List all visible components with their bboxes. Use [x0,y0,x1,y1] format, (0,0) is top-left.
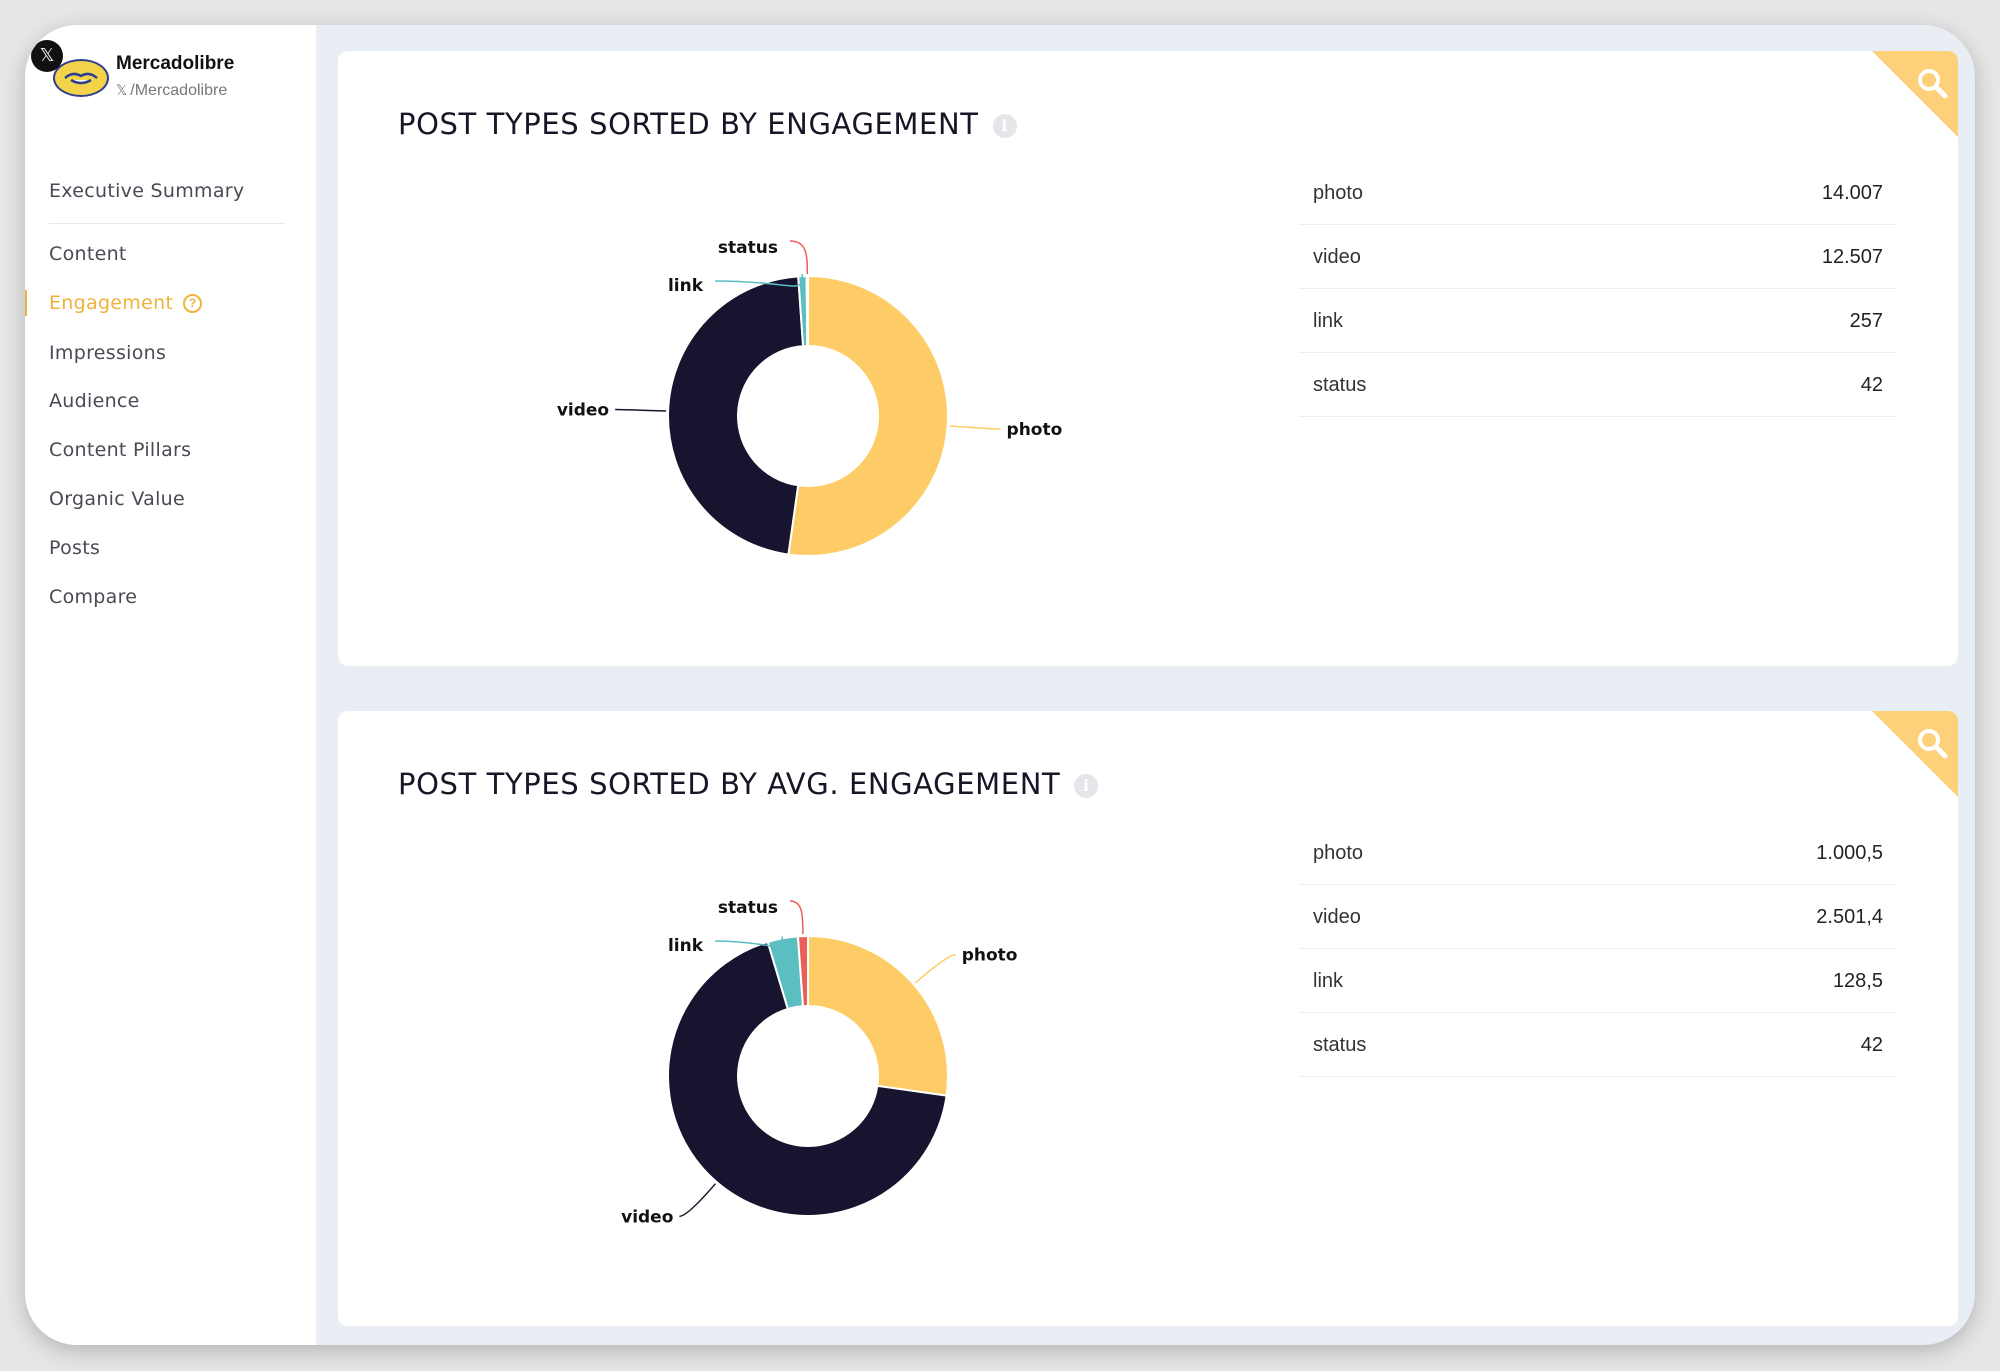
nav-item-posts[interactable]: Posts [49,537,101,559]
label-photo: photo [1007,420,1063,440]
row-name: video [1313,246,1361,268]
nav-item-audience[interactable]: Audience [49,390,140,412]
label-status: status [718,238,778,258]
leader-line-photo [949,425,1001,430]
nav-item-engagement[interactable]: Engagement? [49,292,203,314]
leader-line-status [789,240,809,275]
profile-name: Mercadolibre [116,53,235,74]
table-row: video 12.507 [1299,225,1897,289]
engagement-table: photo 14.007 video 12.507 link 257 status 42 [1299,161,1897,417]
slice-status[interactable] [805,274,809,348]
nav-item-content-pillars[interactable]: Content Pillars [49,439,192,461]
row-name: link [1313,970,1344,992]
info-icon[interactable]: i [992,114,1017,138]
help-icon[interactable]: ? [183,294,203,313]
label-status: status [718,898,778,918]
card-title-text: POST TYPES SORTED BY AVG. ENGAGEMENT [398,767,1061,801]
nav-item-impressions[interactable]: Impressions [49,342,167,364]
nav-item-content[interactable]: Content [49,243,127,265]
leader-line-video [679,1183,717,1218]
row-name: photo [1313,842,1364,864]
slice-status[interactable] [796,934,809,1008]
info-icon[interactable]: i [1074,774,1099,798]
row-name: status [1313,374,1367,396]
active-indicator [25,290,27,316]
row-name: status [1313,1034,1367,1056]
table-row: status 42 [1299,353,1897,417]
slice-photo[interactable] [807,934,949,1097]
nav-divider [49,223,285,224]
row-name: video [1313,906,1361,928]
row-value: 1.000,5 [1816,842,1883,864]
profile-handle-text: /Mercadolibre [130,82,228,99]
engagement-donut-chart: photo video link status [557,238,1063,557]
slice-photo[interactable] [787,274,949,557]
row-value: 42 [1860,1034,1883,1056]
slice-video[interactable] [667,940,948,1217]
search-icon[interactable] [1914,65,1950,101]
row-value: 128,5 [1832,970,1883,992]
leader-line-link [714,936,784,948]
table-row: photo 1.000,5 [1299,821,1897,885]
label-video: video [557,400,609,420]
label-photo: photo [962,946,1018,966]
leader-line-link [714,274,804,287]
row-value: 257 [1849,310,1883,332]
table-row: link 257 [1299,289,1897,353]
card-title: POST TYPES SORTED BY AVG. ENGAGEMENT i [398,767,1099,801]
engagement-card: POST TYPES SORTED BY ENGAGEMENT i photo vi… [338,51,1958,666]
app-window: 𝕏 Mercadolibre 𝕏/Mercadolibre Executive … [25,25,1975,1345]
x-icon: 𝕏 [31,40,63,72]
avg-engagement-card: POST TYPES SORTED BY AVG. ENGAGEMENT i ph… [338,711,1958,1326]
mercadolibre-logo [53,59,109,97]
label-video: video [621,1207,673,1227]
leader-line-status [789,900,804,935]
avg-engagement-donut-chart: photo video link status [621,898,1018,1227]
sidebar: 𝕏 Mercadolibre 𝕏/Mercadolibre Executive … [25,25,316,1345]
table-row: photo 14.007 [1299,161,1897,225]
leader-line-video [615,408,667,412]
row-name: link [1313,310,1344,332]
search-icon[interactable] [1914,725,1950,761]
row-value: 2.501,4 [1816,906,1883,928]
nav-item-executive-summary[interactable]: Executive Summary [49,180,245,202]
table-row: video 2.501,4 [1299,885,1897,949]
row-value: 42 [1860,374,1883,396]
row-value: 12.507 [1821,246,1883,268]
row-value: 14.007 [1821,182,1883,204]
nav-item-engagement-label: Engagement [49,292,174,314]
card-title: POST TYPES SORTED BY ENGAGEMENT i [398,107,1017,141]
profile-handle: 𝕏/Mercadolibre [116,82,227,100]
avg-engagement-table: photo 1.000,5 video 2.501,4 link 128,5 stat… [1299,821,1897,1077]
table-row: status 42 [1299,1013,1897,1077]
row-name: photo [1313,182,1364,204]
leader-line-photo [914,953,956,984]
nav-item-organic-value[interactable]: Organic Value [49,488,186,510]
label-link: link [668,936,704,956]
nav-item-compare[interactable]: Compare [49,586,138,608]
slice-video[interactable] [667,275,805,556]
label-link: link [668,276,704,296]
table-row: link 128,5 [1299,949,1897,1013]
x-small-icon: 𝕏 [116,83,128,99]
card-title-text: POST TYPES SORTED BY ENGAGEMENT [398,107,979,141]
